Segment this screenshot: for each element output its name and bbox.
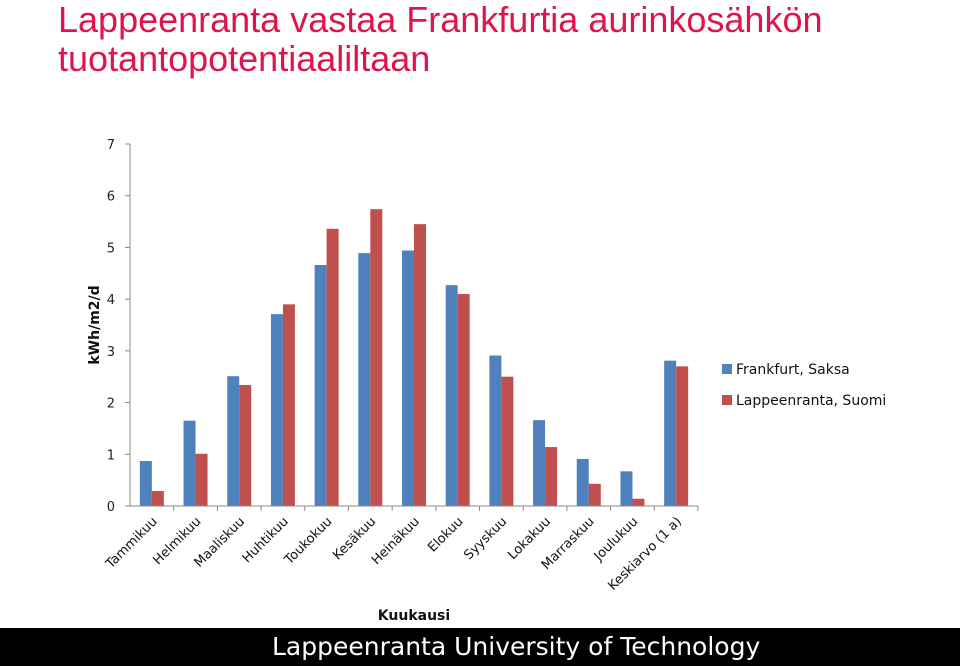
- legend-swatch-frankfurt: [722, 364, 732, 374]
- bar-frankfurt: [664, 360, 677, 506]
- bar-frankfurt: [445, 285, 458, 506]
- legend-item-frankfurt: Frankfurt, Saksa: [722, 362, 850, 378]
- x-tick-label: Syyskuu: [461, 514, 510, 563]
- bar-lappeenranta: [414, 224, 426, 506]
- y-tick-label: 4: [107, 293, 115, 308]
- y-axis: 0 1 2 3 4 5 6 7: [107, 138, 131, 515]
- bar-frankfurt: [402, 250, 414, 506]
- bar-lappeenranta: [370, 209, 383, 506]
- bar-lappeenranta: [457, 293, 470, 506]
- y-tick-label: 5: [107, 241, 115, 256]
- y-axis-title: kWh/m2/d: [87, 285, 103, 364]
- x-tick-label: Tammikuu: [102, 514, 160, 572]
- bar-frankfurt: [314, 265, 327, 506]
- bar-lappeenranta: [588, 483, 601, 506]
- bar-frankfurt: [620, 471, 633, 506]
- bar-frankfurt: [270, 314, 283, 506]
- bar-frankfurt: [576, 458, 589, 506]
- bar-chart: 0 1 2 3 4 5 6 7 TammikuuHelmikuuMaaliskuuHuhtik…: [87, 138, 886, 624]
- bar-lappeenranta: [501, 376, 514, 506]
- x-axis-title: Kuukausi: [378, 608, 450, 624]
- bar-frankfurt: [358, 253, 371, 506]
- x-tick-label: Toukokuu: [281, 514, 335, 568]
- slide-title-line-1: Lappeenranta vastaa Frankfurtia aurinkos…: [58, 0, 823, 40]
- footer-university-name: Lappeenranta University of Technology: [272, 632, 761, 661]
- bar-frankfurt: [533, 420, 546, 506]
- legend-label-frankfurt: Frankfurt, Saksa: [736, 362, 850, 378]
- y-tick-label: 1: [107, 448, 115, 463]
- bar-lappeenranta: [239, 384, 252, 506]
- x-tick-label: Elokuu: [425, 514, 466, 555]
- slide-title-line-2: tuotantopotentiaaliltaan: [58, 38, 431, 79]
- bar-lappeenranta: [282, 304, 295, 506]
- bar-lappeenranta: [632, 498, 645, 506]
- legend-label-lappeenranta: Lappeenranta, Suomi: [736, 393, 886, 409]
- y-tick-label: 7: [107, 138, 115, 153]
- footer-bar: Lappeenranta University of Technology: [0, 628, 960, 666]
- legend-item-lappeenranta: Lappeenranta, Suomi: [722, 393, 886, 409]
- bar-lappeenranta: [195, 453, 208, 506]
- y-tick-label: 0: [107, 500, 115, 515]
- bar-frankfurt: [489, 355, 502, 506]
- bar-frankfurt: [227, 376, 240, 506]
- legend-swatch-lappeenranta: [722, 395, 732, 405]
- bar-lappeenranta: [326, 228, 339, 506]
- y-tick-label: 3: [107, 345, 115, 360]
- bar-lappeenranta: [545, 447, 558, 506]
- x-tick-label: Heinäkuu: [369, 514, 423, 568]
- bar-lappeenranta: [676, 366, 689, 506]
- bar-frankfurt: [183, 420, 196, 506]
- x-axis: TammikuuHelmikuuMaaliskuuHuhtikuuToukoku…: [102, 505, 699, 594]
- y-tick-label: 2: [107, 397, 115, 412]
- bars: [139, 209, 689, 506]
- bar-lappeenranta: [151, 491, 164, 506]
- slide-title: Lappeenranta vastaa Frankfurtia aurinkos…: [58, 0, 938, 78]
- bar-frankfurt: [139, 461, 152, 506]
- y-tick-label: 6: [107, 190, 115, 205]
- legend: Frankfurt, Saksa Lappeenranta, Suomi: [722, 362, 886, 409]
